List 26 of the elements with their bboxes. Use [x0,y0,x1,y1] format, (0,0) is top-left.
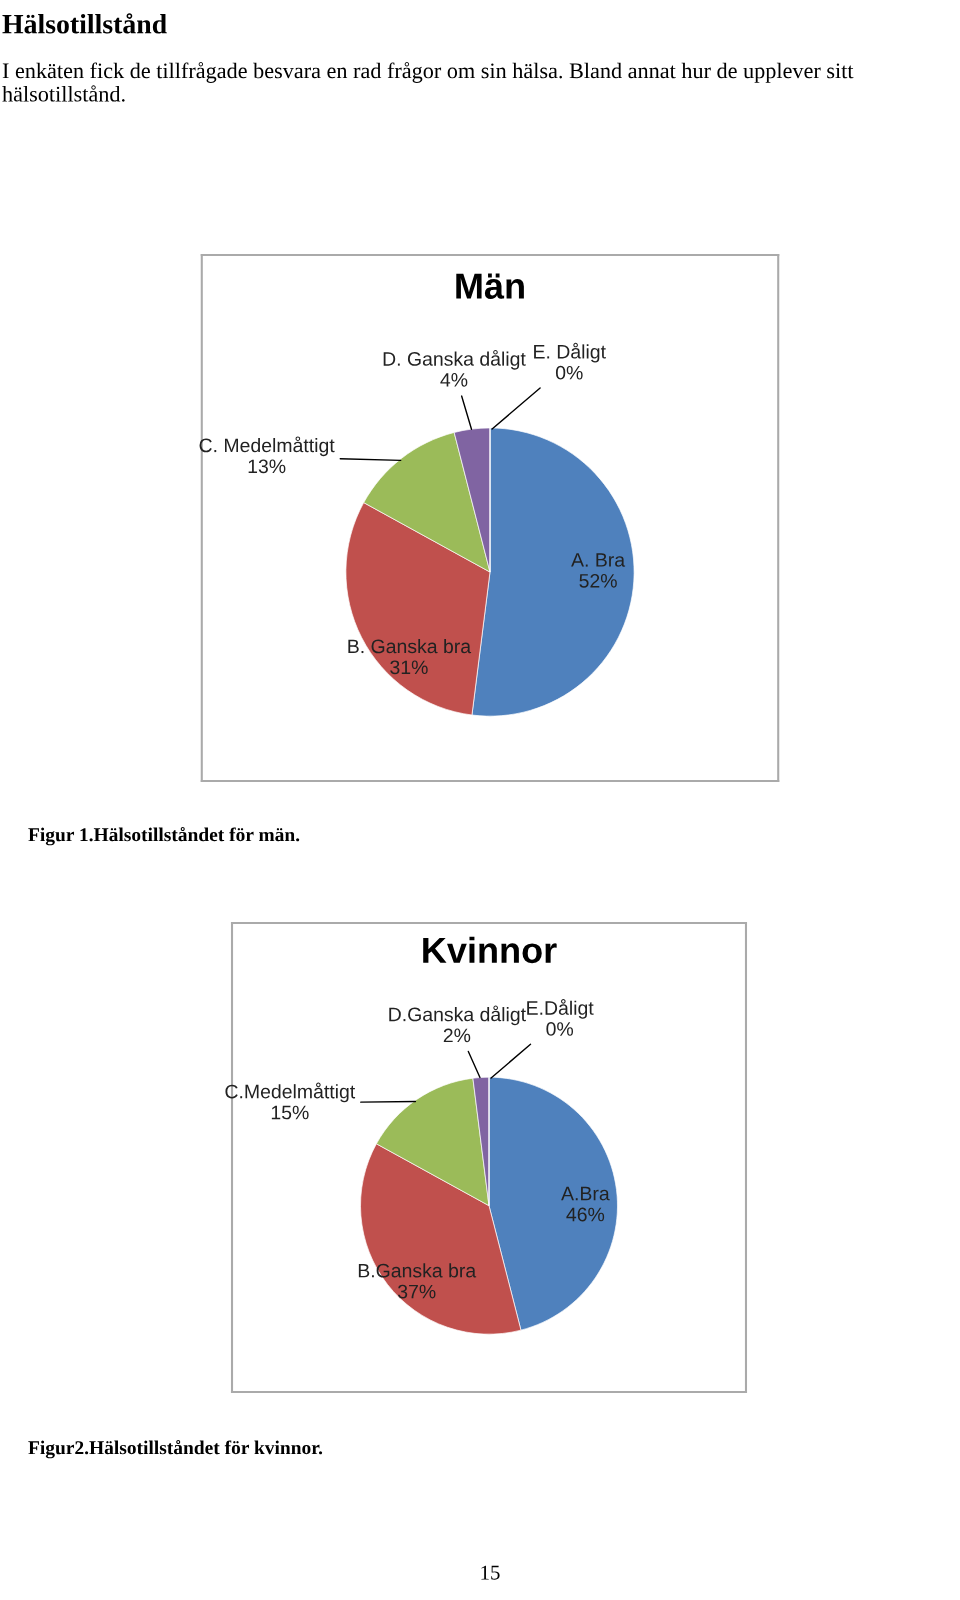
text: 0% [555,365,583,380]
data-label: 15% [271,1105,309,1120]
slice-label: A. Bra [571,553,626,567]
text: I enkäten fick de tillfrågade besvara en rad frågor om sin hälsa. Bland annat hur de upplever sitt hälsotillstånd. [2,62,854,102]
slice-label: D. Ganska dåligt [383,349,526,370]
data-label: 37% [398,1284,436,1299]
text: Figur 1.Hälsotillståndet för män. [28,827,300,846]
chart-title: Kvinnor [423,936,557,964]
data-label: 13% [248,459,286,474]
text: Figur2.Hälsotillståndet för kvinnor. [28,1440,323,1459]
text: 15 [481,1565,500,1580]
slice-label: A.Bra [561,1186,610,1201]
slice-label: B. Ganska bra [348,638,472,654]
data-label: 2% [443,1028,471,1043]
chart-title: Män [456,273,524,299]
slice-label: C.Medelmåttigt [225,1082,356,1103]
slice-label: D.Ganska dåligt [389,1005,526,1026]
data-label: 52% [579,573,617,588]
text: 0% [546,1022,574,1036]
slice-label: C. Medelmåttigt [199,436,335,457]
text: Hälsotillstånd [2,13,167,34]
category-label: E. Dåligt [534,342,606,363]
data-label: 46% [566,1207,605,1222]
data-label: 4% [440,373,468,387]
category-label: E.Dåligt [527,999,594,1019]
data-label: 31% [390,660,428,675]
